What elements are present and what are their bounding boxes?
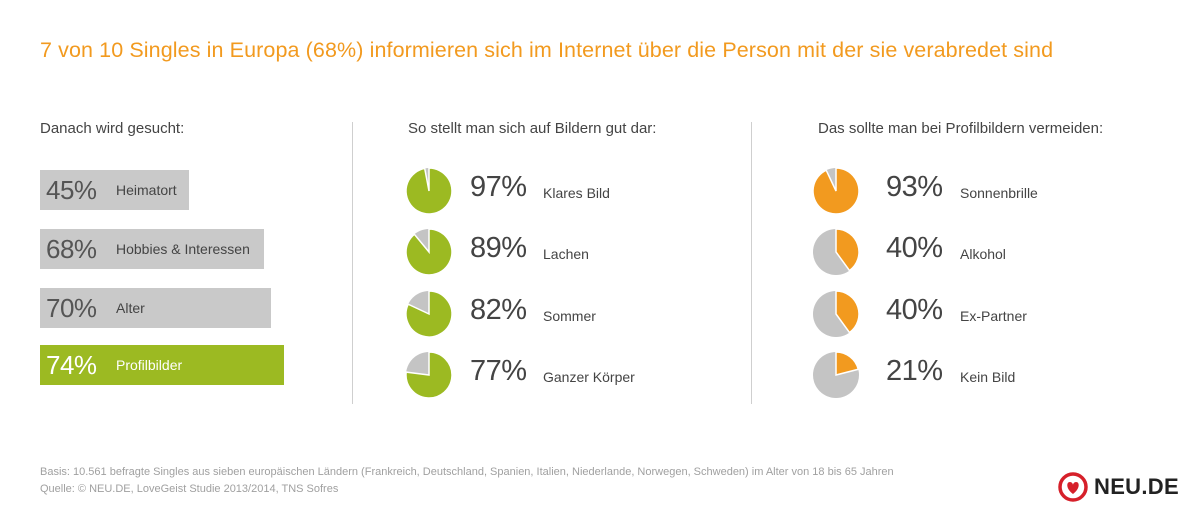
bar-heimatort: 45% Heimatort: [40, 170, 189, 210]
good-pie: [405, 228, 453, 276]
bar-category-label: Profilbilder: [116, 357, 183, 373]
good-pie: [405, 351, 453, 399]
neu-de-logo: NEU.DE: [1058, 470, 1179, 504]
bar-chart-title: Danach wird gesucht:: [40, 120, 185, 137]
good-pie-category-label: Sommer: [543, 308, 596, 324]
divider-right: [751, 122, 752, 404]
good-pie-value-slice: [405, 290, 453, 338]
good-pie-value-slice: [405, 351, 453, 399]
good-pie-category-label: Klares Bild: [543, 185, 610, 201]
avoid-pie: [813, 290, 860, 337]
bar-value-label: 68%: [46, 233, 97, 264]
avoid-pie: [812, 167, 860, 215]
avoid-pie-value-label: 40%: [886, 232, 943, 264]
avoid-pie-value-slice: [812, 167, 860, 215]
bar-profilbilder: 74% Profilbilder: [40, 345, 284, 385]
bar-hobbies-interessen: 68% Hobbies & Interessen: [40, 229, 264, 269]
bar-alter: 70% Alter: [40, 288, 271, 328]
avoid-pie-category-label: Ex-Partner: [960, 308, 1027, 324]
bar-category-label: Heimatort: [116, 182, 177, 198]
avoid-pie-category-label: Sonnenbrille: [960, 185, 1038, 201]
bar-value-label: 70%: [46, 292, 97, 323]
avoid-pie-category-label: Kein Bild: [960, 369, 1016, 385]
divider-left: [352, 122, 353, 404]
footnote-source: Quelle: © NEU.DE, LoveGeist Studie 2013/…: [40, 483, 339, 495]
pie-good-title: So stellt man sich auf Bildern gut dar:: [408, 120, 657, 137]
bar-category-label: Hobbies & Interessen: [116, 241, 250, 257]
bar-value-label: 74%: [46, 349, 97, 380]
good-pie-value-label: 97%: [470, 171, 527, 203]
good-pie: [405, 290, 453, 338]
avoid-pie-value-slice: [835, 290, 860, 334]
footnote-basis: Basis: 10.561 befragte Singles aus siebe…: [40, 466, 894, 478]
page-title: 7 von 10 Singles in Europa (68%) informi…: [40, 38, 1054, 62]
avoid-pie-value-slice: [835, 228, 860, 272]
avoid-pie: [813, 228, 860, 275]
avoid-pie-value-label: 93%: [886, 171, 943, 203]
avoid-pie-category-label: Alkohol: [960, 246, 1006, 262]
good-pie-value-label: 89%: [470, 232, 527, 264]
pie-avoid-title: Das sollte man bei Profilbildern vermeid…: [818, 120, 1104, 137]
good-pie: [405, 167, 453, 215]
good-pie-value-label: 82%: [470, 294, 527, 326]
good-pie-value-slice: [405, 167, 453, 215]
bar-category-label: Alter: [116, 300, 145, 316]
avoid-pie-value-label: 40%: [886, 294, 943, 326]
bar-value-label: 45%: [46, 174, 97, 205]
heart-logo-icon: [1058, 472, 1088, 502]
logo-text: NEU.DE: [1094, 474, 1179, 499]
good-pie-category-label: Lachen: [543, 246, 589, 262]
avoid-pie: [813, 351, 860, 398]
avoid-pie-value-slice: [835, 351, 860, 376]
good-pie-category-label: Ganzer Körper: [543, 369, 635, 385]
good-pie-value-slice: [405, 228, 453, 276]
good-pie-value-label: 77%: [470, 355, 527, 387]
avoid-pie-value-label: 21%: [886, 355, 943, 387]
